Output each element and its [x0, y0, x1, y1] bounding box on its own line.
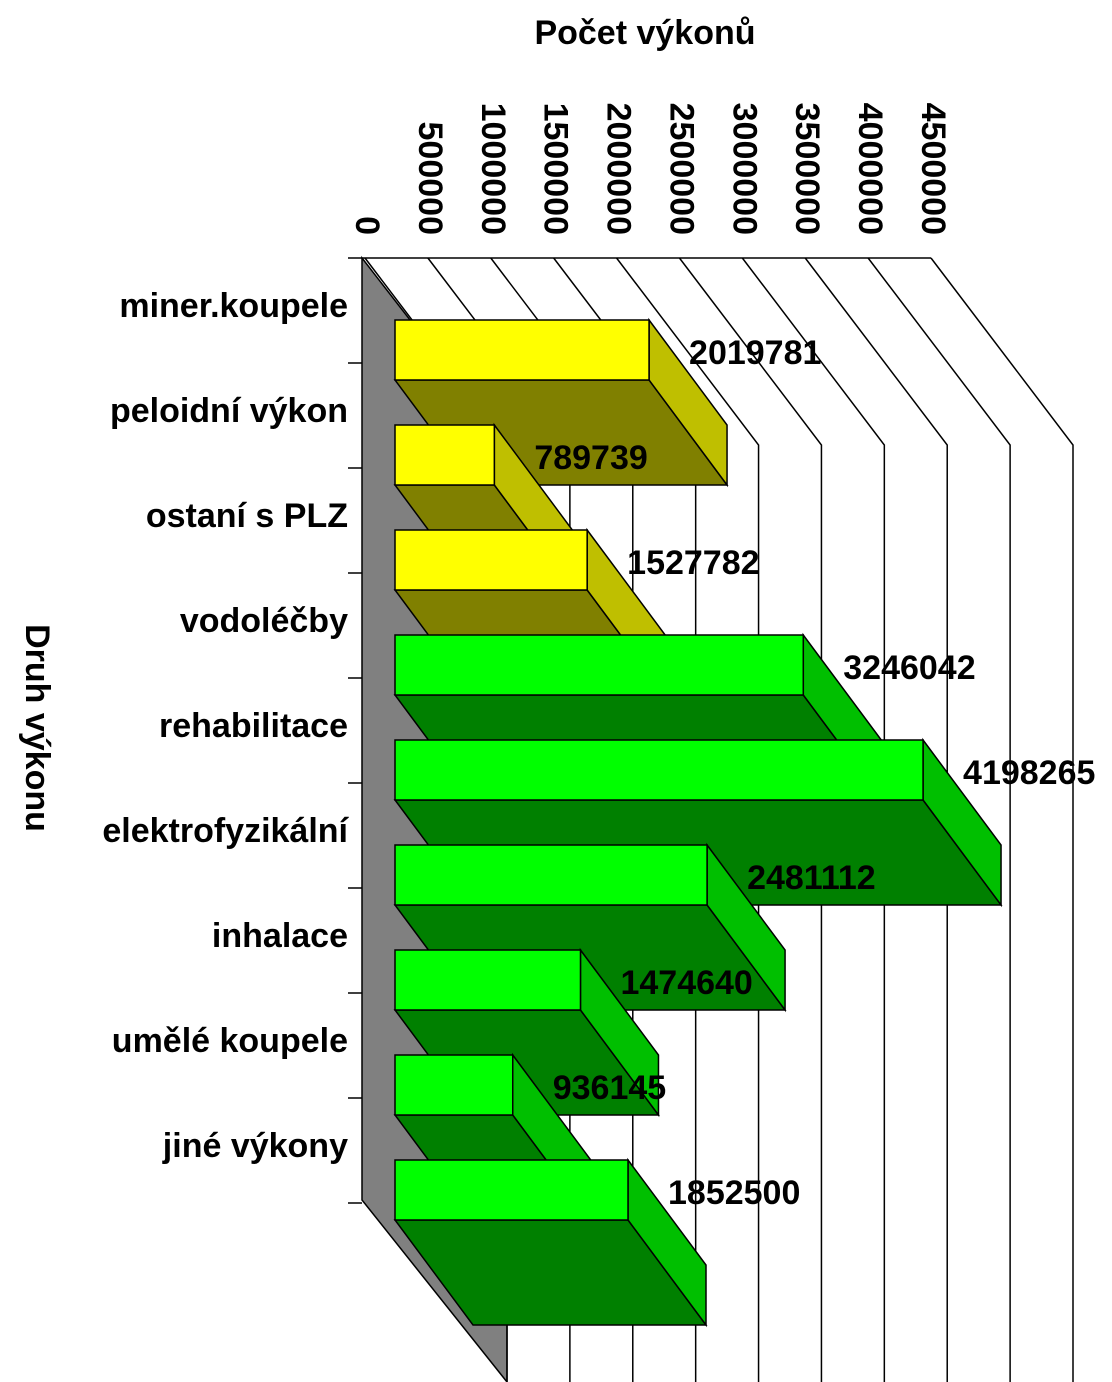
y-tick-label: umělé koupele — [112, 1022, 348, 1060]
bar-front — [394, 844, 708, 906]
bar-front — [394, 1054, 514, 1116]
bar-front — [394, 1159, 629, 1221]
bar-front — [394, 529, 588, 591]
x-tick-label: 1500000 — [537, 103, 575, 235]
x-tick-label: 4500000 — [914, 103, 952, 235]
data-label: 4198265 — [963, 754, 1095, 792]
grid-line — [930, 257, 1074, 1382]
y-tick-label: peloidní výkon — [110, 392, 348, 430]
bar — [393, 1157, 708, 1328]
bar-front — [394, 634, 805, 696]
data-label: 1527782 — [627, 544, 759, 582]
bar-front — [394, 424, 496, 486]
x-tick-label: 500000 — [411, 122, 449, 235]
data-label: 789739 — [534, 439, 647, 477]
data-label: 2481112 — [747, 859, 876, 897]
x-tick-label: 0 — [348, 216, 386, 235]
y-tick-label: ostaní s PLZ — [146, 497, 348, 535]
bar-front — [394, 949, 582, 1011]
data-label: 3246042 — [843, 649, 975, 687]
x-axis-title: Počet výkonů — [534, 14, 755, 52]
y-axis-title: Druh výkonu — [18, 624, 56, 832]
data-label: 1852500 — [668, 1174, 800, 1212]
x-tick-label: 1000000 — [474, 103, 512, 235]
grid-line — [615, 257, 760, 1382]
y-tick-label: elektrofyzikální — [102, 812, 349, 850]
grid-line — [741, 257, 886, 1382]
x-tick-label: 2000000 — [600, 103, 638, 235]
data-label: 1474640 — [620, 964, 752, 1002]
data-label: 2019781 — [689, 334, 821, 372]
x-tick-label: 2500000 — [662, 103, 700, 235]
x-tick-label: 4000000 — [851, 103, 889, 235]
y-tick-label: jiné výkony — [162, 1127, 348, 1165]
x-tick-label: 3000000 — [725, 103, 763, 235]
x-tick-label: 3500000 — [788, 103, 826, 235]
bar-front — [394, 319, 650, 381]
grid-line — [867, 257, 1011, 1382]
y-tick-label: miner.koupele — [119, 287, 348, 325]
bar-front — [394, 739, 924, 801]
grid-line — [804, 257, 948, 1382]
y-tick-label: vodoléčby — [180, 602, 348, 640]
data-label: 936145 — [553, 1069, 666, 1107]
y-tick-label: rehabilitace — [159, 707, 348, 745]
grid-line — [678, 257, 823, 1382]
y-tick-label: inhalace — [212, 917, 348, 955]
